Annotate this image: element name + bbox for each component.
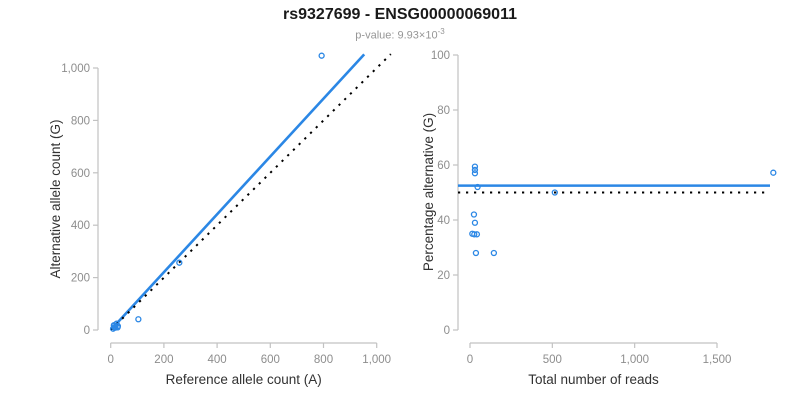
pvalue-exponent: -3 xyxy=(437,27,445,36)
x-tick-label: 0 xyxy=(107,354,113,366)
data-point[interactable] xyxy=(473,231,481,238)
y-tick-label: 800 xyxy=(71,115,90,127)
x-tick-label: 0 xyxy=(467,354,473,366)
y-tick-label: 0 xyxy=(84,325,90,337)
data-point[interactable] xyxy=(135,316,142,323)
y-tick-label: 100 xyxy=(431,50,450,62)
chart-title: rs9327699 - ENSG00000069011 xyxy=(283,6,517,23)
fit-line xyxy=(109,53,366,331)
data-point[interactable] xyxy=(474,183,481,191)
x-tick-label: 400 xyxy=(208,354,227,366)
data-point[interactable] xyxy=(471,231,478,238)
x-axis-title: Reference allele count (A) xyxy=(166,372,322,387)
data-point[interactable] xyxy=(551,189,558,196)
y-tick-label: 0 xyxy=(444,325,450,337)
x-tick-label: 1,000 xyxy=(620,354,649,366)
data-point[interactable] xyxy=(471,166,479,174)
x-tick-label: 600 xyxy=(261,354,280,366)
data-point[interactable] xyxy=(471,219,479,226)
chart-subtitle: p-value: 9.93×10-3 xyxy=(0,27,800,42)
identity-line xyxy=(109,53,392,331)
x-tick-label: 800 xyxy=(314,354,333,366)
right-plot: 0 20 40 60 80 100 0 500 1,000 1,500 Total number o… xyxy=(421,50,777,387)
pvalue-text: p-value: 9.93×10 xyxy=(355,29,438,42)
data-point[interactable] xyxy=(770,169,777,176)
y-tick-label: 20 xyxy=(437,270,450,282)
y-tick-label: 1,000 xyxy=(61,63,90,75)
x-tick-label: 1,500 xyxy=(703,354,732,366)
data-point[interactable] xyxy=(318,52,325,59)
data-point[interactable] xyxy=(472,249,480,257)
x-tick-label: 200 xyxy=(154,354,173,366)
x-tick-label: 1,000 xyxy=(362,354,391,366)
x-axis-title: Total number of reads xyxy=(528,372,659,387)
y-axis-title: Percentage alternative (G) xyxy=(421,113,436,271)
data-point[interactable] xyxy=(114,322,122,330)
y-axis-title: Alternative allele count (G) xyxy=(48,119,63,278)
data-point[interactable] xyxy=(176,259,183,266)
y-tick-label: 80 xyxy=(437,105,450,117)
data-point[interactable] xyxy=(471,170,479,177)
y-tick-label: 600 xyxy=(71,168,90,180)
y-tick-label: 40 xyxy=(437,215,450,227)
y-tick-label: 60 xyxy=(437,160,450,172)
y-tick-label: 400 xyxy=(71,220,90,232)
left-plot: 0 200 400 600 800 1,000 0 200 400 600 800 1,000 Refe… xyxy=(48,52,392,387)
data-point[interactable] xyxy=(470,211,478,218)
data-point[interactable] xyxy=(471,163,479,170)
data-point[interactable] xyxy=(490,249,498,257)
y-tick-label: 200 xyxy=(71,273,90,285)
x-tick-label: 500 xyxy=(543,354,562,366)
